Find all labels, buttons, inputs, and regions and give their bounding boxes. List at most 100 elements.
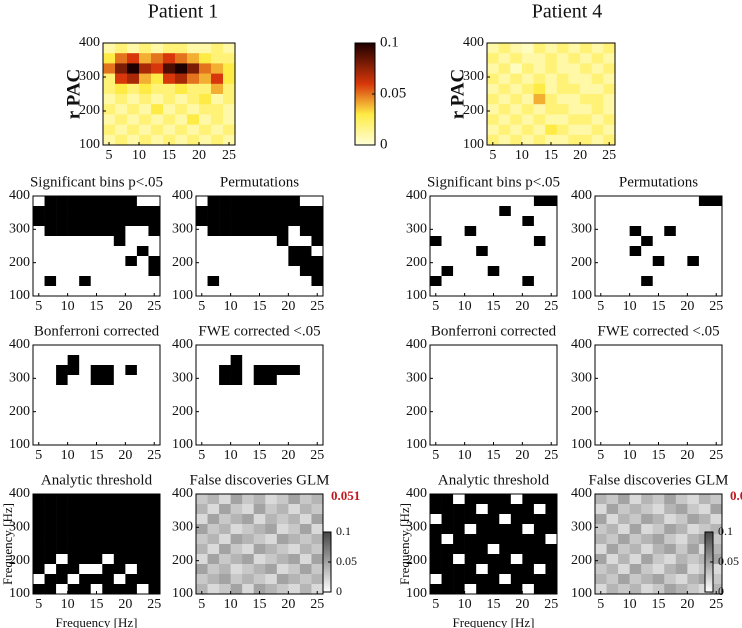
heatmap-cell xyxy=(311,256,324,267)
heatmap-cell xyxy=(196,514,208,525)
heatmap-cell xyxy=(67,524,80,535)
heatmap-cell xyxy=(139,134,152,146)
heatmap-cell xyxy=(664,276,677,287)
heatmap-cell xyxy=(242,504,255,515)
heatmap-cell xyxy=(606,216,619,227)
heatmap-cell xyxy=(33,286,45,297)
heatmap-cell xyxy=(265,425,278,436)
heatmap-cell xyxy=(253,206,266,217)
x-tick-label: 20 xyxy=(515,448,529,463)
heatmap-cell xyxy=(102,425,115,436)
heatmap-cell xyxy=(687,584,700,595)
heatmap-cell xyxy=(487,256,500,267)
heatmap-cell xyxy=(533,266,546,277)
heatmap-cell xyxy=(56,216,68,227)
heatmap-cell xyxy=(476,425,489,436)
heatmap-cell xyxy=(199,114,212,125)
x-tick-label: 15 xyxy=(162,148,176,163)
heatmap-cell xyxy=(498,83,511,95)
heatmap-cell xyxy=(90,266,103,277)
heatmap-cell xyxy=(641,345,654,356)
heatmap-cell xyxy=(199,83,212,95)
heatmap-cell xyxy=(113,534,126,545)
heatmap-cell xyxy=(652,375,665,386)
heatmap-cell xyxy=(44,206,57,217)
heatmap-cell xyxy=(102,286,115,297)
heatmap-cell xyxy=(207,216,220,227)
heatmap-cell xyxy=(606,584,619,595)
x-tick-label: 10 xyxy=(224,597,238,612)
heatmap-cell xyxy=(476,256,489,267)
heatmap-cell xyxy=(113,365,126,376)
x-tick-label: 20 xyxy=(118,597,132,612)
heatmap-cell xyxy=(115,134,128,146)
heatmap-cell xyxy=(464,504,477,515)
heatmap-cell xyxy=(102,345,115,356)
heatmap-cell xyxy=(299,226,312,237)
heatmap-cell xyxy=(207,425,220,436)
heatmap-cell xyxy=(652,425,665,436)
heatmap-cell xyxy=(230,425,243,436)
x-tick-label: 10 xyxy=(515,148,529,163)
heatmap-cell xyxy=(464,435,477,446)
heatmap-cell xyxy=(664,544,677,555)
heatmap-cell xyxy=(276,196,289,207)
heatmap-cell xyxy=(641,504,654,515)
heatmap-cell xyxy=(675,494,688,505)
heatmap-cell xyxy=(276,345,289,356)
heatmap-cell xyxy=(219,345,231,356)
heatmap-cell xyxy=(219,405,231,416)
heatmap-cell xyxy=(219,415,231,426)
heatmap-cell xyxy=(311,385,324,396)
heatmap-cell xyxy=(476,375,489,386)
heatmap-cell xyxy=(545,73,558,85)
heatmap-cell xyxy=(311,395,324,406)
heatmap-cell xyxy=(125,534,138,545)
heatmap-cell xyxy=(499,246,512,257)
x-tick-label: 10 xyxy=(458,299,472,314)
heatmap-cell xyxy=(230,554,243,565)
x-tick-label: 15 xyxy=(652,597,666,612)
heatmap-cell xyxy=(464,266,477,277)
heatmap-cell xyxy=(207,246,220,257)
heatmap-cell xyxy=(299,395,312,406)
heatmap-cell xyxy=(139,104,152,115)
heatmap-cell xyxy=(498,63,511,74)
heatmap-cell xyxy=(125,514,138,525)
heatmap-cell xyxy=(199,53,212,64)
heatmap-cell xyxy=(430,196,442,207)
heatmap-cell xyxy=(79,256,92,267)
heatmap-cell xyxy=(606,564,619,575)
heatmap-cell xyxy=(67,206,80,217)
x-tick-label: 20 xyxy=(281,597,295,612)
heatmap-cell xyxy=(629,514,642,525)
heatmap-cell xyxy=(102,415,115,426)
heatmap-cell xyxy=(148,534,161,545)
heatmap-cell xyxy=(545,43,558,54)
heatmap-cell xyxy=(580,73,593,85)
heatmap-cell xyxy=(464,206,477,217)
x-tick-label: 5 xyxy=(35,448,42,463)
heatmap-cell xyxy=(687,534,700,545)
heatmap-cell xyxy=(556,53,569,64)
heatmap-cell xyxy=(219,236,231,247)
heatmap-cell xyxy=(196,544,208,555)
heatmap-cell xyxy=(253,584,266,595)
heatmap-cell xyxy=(522,345,535,356)
heatmap-cell xyxy=(629,206,642,217)
heatmap-cell xyxy=(580,83,593,95)
heatmap-cell xyxy=(510,114,523,125)
heatmap-cell xyxy=(102,395,115,406)
heatmap-cell xyxy=(113,494,126,505)
heatmap-cell xyxy=(67,286,80,297)
y-tick-label: 400 xyxy=(406,337,427,352)
heatmap-cell xyxy=(522,226,535,237)
heatmap-cell xyxy=(629,355,642,366)
heatmap-cell xyxy=(510,206,523,217)
heatmap-cell xyxy=(265,494,278,505)
heatmap-cell xyxy=(242,196,255,207)
heatmap-cell xyxy=(603,134,616,146)
heatmap-cell xyxy=(288,564,301,575)
heatmap-cell xyxy=(136,564,149,575)
heatmap-cell xyxy=(652,385,665,396)
